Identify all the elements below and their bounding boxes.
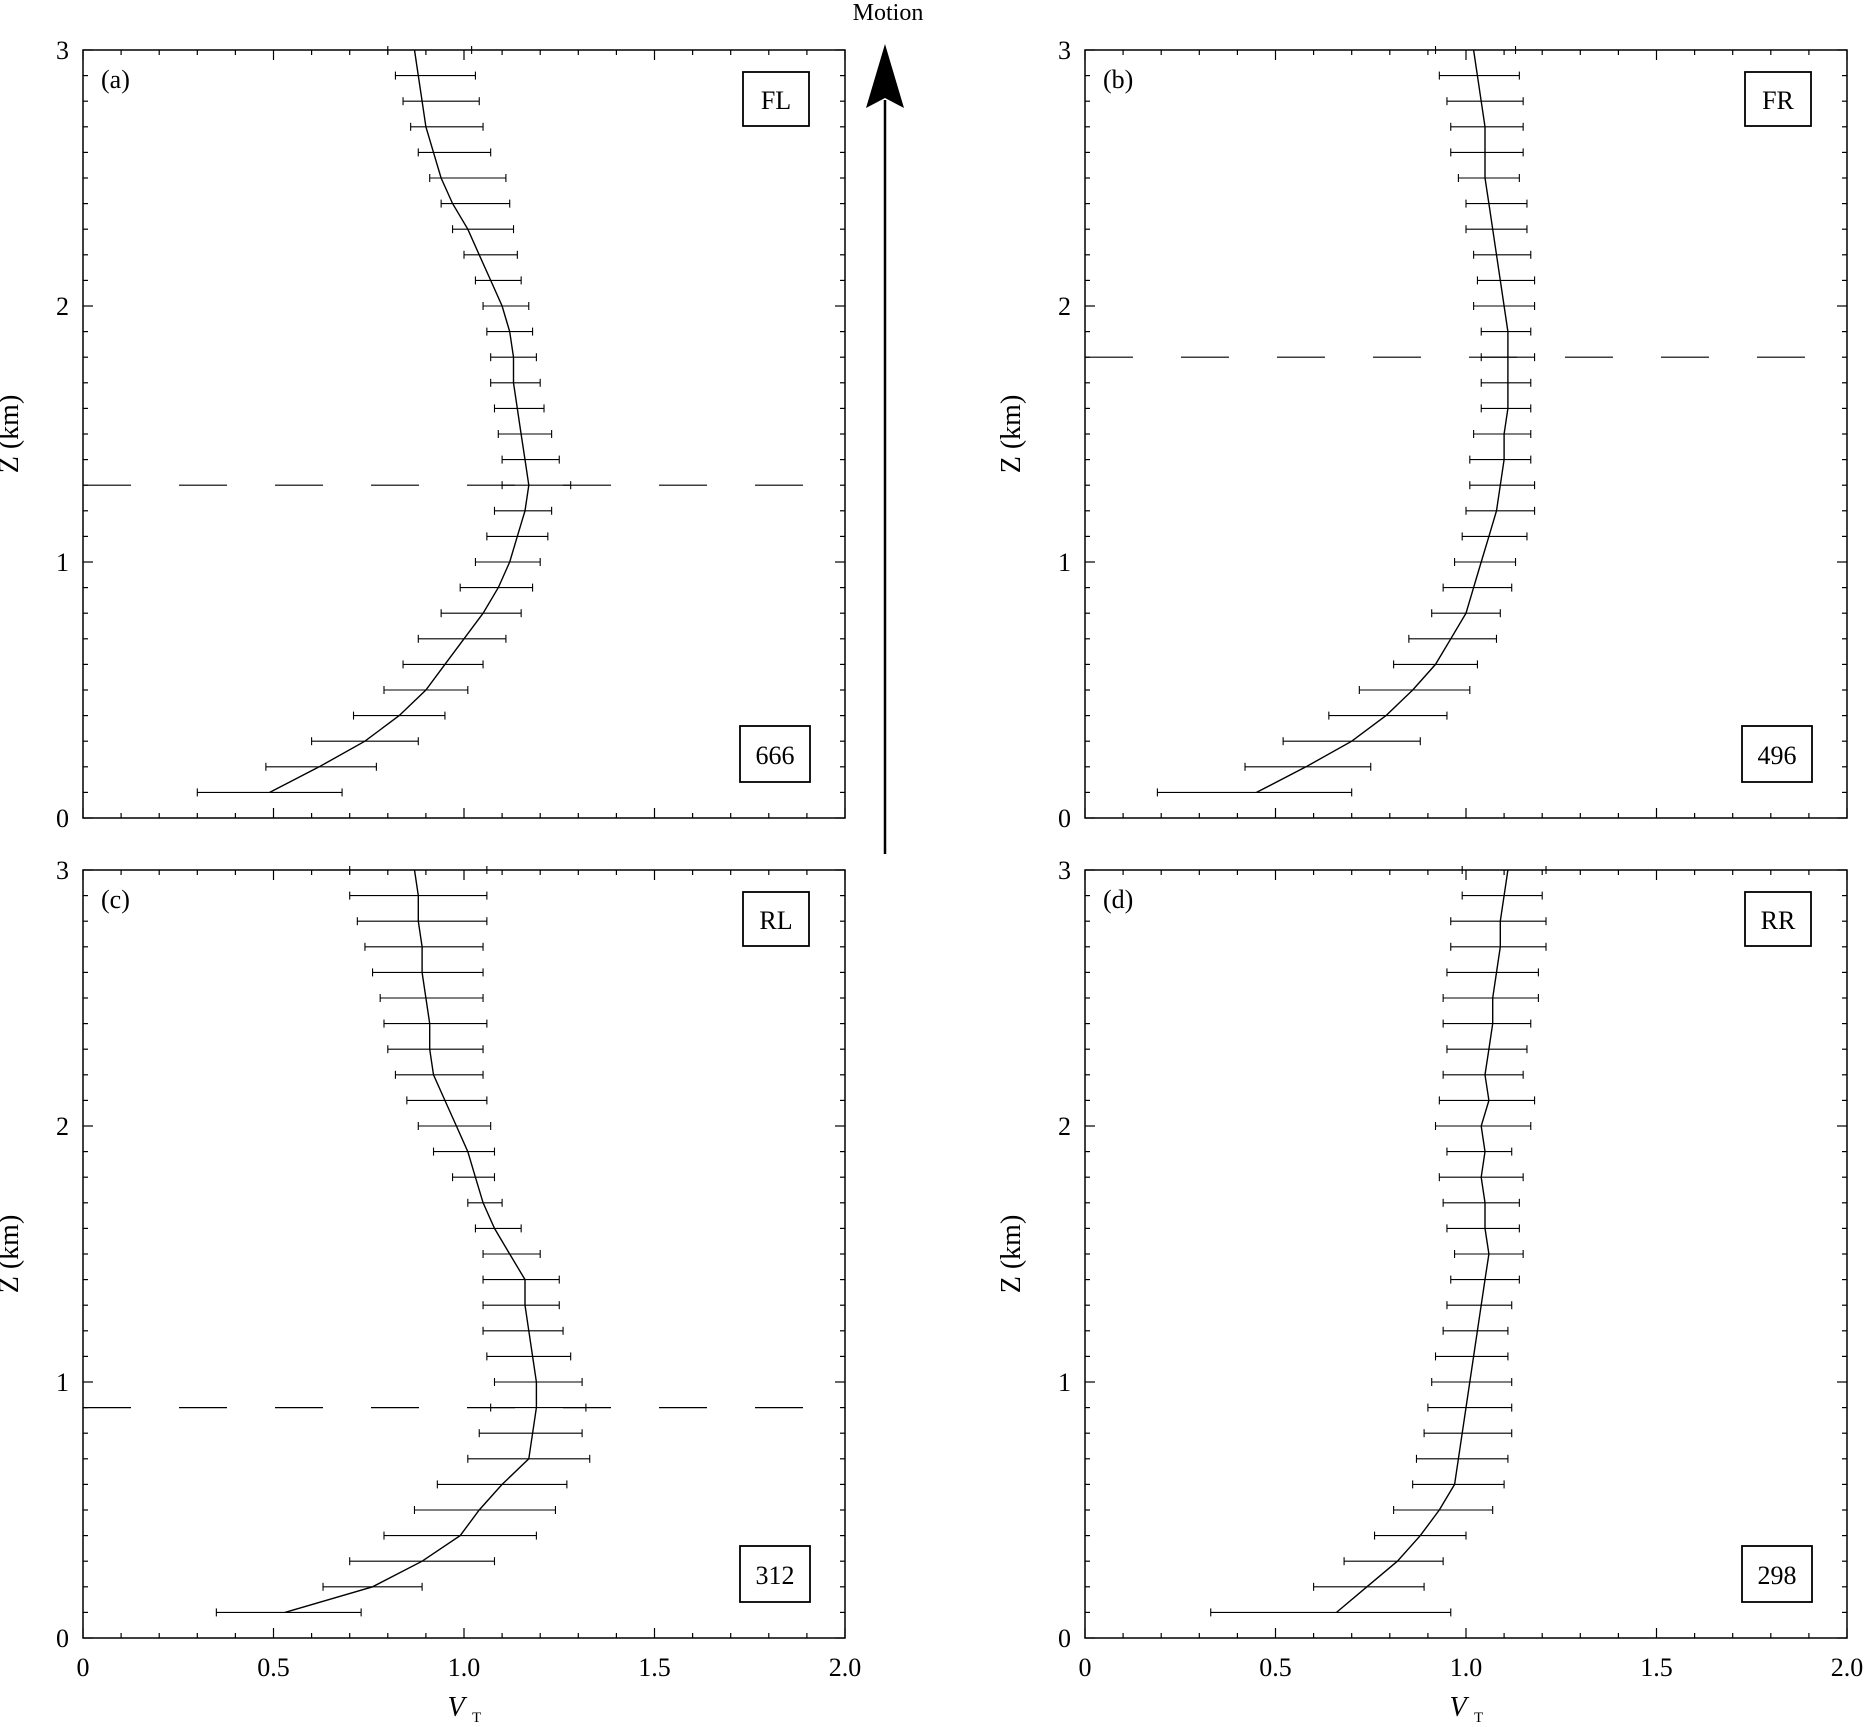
y-tick-label: 2 [56, 1112, 69, 1141]
y-tick-label: 2 [1058, 1112, 1071, 1141]
x-tick-label: 1.0 [1450, 1653, 1483, 1682]
y-axis-label: Z (km) [0, 1215, 25, 1294]
sample-count-label: 666 [756, 741, 795, 770]
panel-rl: 0 1 2 3 0 0.5 1.0 1.5 2.0 VT Z (km) (c) RL 312 [0, 856, 861, 1726]
sample-count-label: 298 [1758, 1561, 1797, 1590]
figure-header: Motion [853, 0, 924, 854]
x-axis-label: V [447, 1692, 467, 1723]
quadrant-label: RR [1761, 906, 1796, 935]
y-tick-label: 1 [56, 1368, 69, 1397]
plot-frame [82, 49, 846, 819]
quadrant-label: FL [761, 86, 791, 115]
sample-count-label: 312 [756, 1561, 795, 1590]
y-axis-label: Z (km) [996, 395, 1027, 474]
motion-arrow-head-icon [866, 44, 904, 108]
x-tick-label: 0 [77, 1653, 90, 1682]
sample-count-box [1741, 1545, 1813, 1603]
x-tick-label: 2.0 [1831, 1653, 1864, 1682]
x-tick-label: 0.5 [257, 1653, 290, 1682]
x-axis-label: V [1449, 1692, 1469, 1723]
vt-profile-line [1336, 869, 1509, 1613]
y-tick-label: 0 [1058, 1624, 1071, 1653]
x-tick-label: 2.0 [829, 1653, 862, 1682]
y-tick-label: 0 [56, 1624, 69, 1653]
x-tick-label: 0.5 [1259, 1653, 1292, 1682]
quadrant-label-box [742, 891, 810, 947]
y-axis-label: Z (km) [0, 395, 25, 474]
quadrant-label-box [742, 71, 810, 127]
y-tick-label: 0 [1058, 804, 1071, 833]
sample-count-box [739, 725, 811, 783]
x-tick-label: 1.5 [1640, 1653, 1673, 1682]
x-axis-label-subscript: T [1474, 1710, 1483, 1726]
quadrant-label: FR [1762, 86, 1794, 115]
vt-profile-line [1256, 49, 1509, 794]
panel-letter-label: (c) [101, 885, 130, 914]
quadrant-label-box [1744, 71, 1812, 127]
motion-label: Motion [853, 0, 924, 26]
y-tick-label: 2 [56, 292, 69, 321]
y-tick-label: 1 [56, 548, 69, 577]
panel-fl: 0 1 2 3 Z (km) (a) FL 666 [0, 36, 846, 833]
y-tick-label: 2 [1058, 292, 1071, 321]
sample-count-box [739, 1545, 811, 1603]
x-tick-label: 0 [1079, 1653, 1092, 1682]
panel-rr: 0 1 2 3 0 0.5 1.0 1.5 2.0 V T Z (km) (d) RR 298 [996, 856, 1863, 1726]
panel-letter-label: (b) [1103, 65, 1133, 94]
x-axis-label-subscript: T [472, 1710, 481, 1726]
sample-count-box [1741, 725, 1813, 783]
quadrant-label-box [1744, 891, 1812, 947]
sample-count-label: 496 [1758, 741, 1797, 770]
x-tick-label: 1.5 [638, 1653, 671, 1682]
plot-frame [1084, 49, 1848, 819]
panel-fr: 0 1 2 3 Z (km) (b) FR 496 [996, 36, 1848, 833]
y-tick-label: 1 [1058, 1368, 1071, 1397]
y-tick-label: 0 [56, 804, 69, 833]
panel-letter-label: (a) [101, 65, 130, 94]
quadrant-label: RL [759, 906, 792, 935]
plot-frame [82, 869, 846, 1639]
y-axis-label: Z (km) [996, 1215, 1027, 1294]
panel-letter-label: (d) [1103, 885, 1133, 914]
y-tick-label: 1 [1058, 548, 1071, 577]
vt-profile-line [284, 869, 538, 1614]
y-tick-label: 3 [1058, 36, 1071, 65]
x-tick-label: 1.0 [448, 1653, 481, 1682]
y-tick-label: 3 [56, 856, 69, 885]
vt-profile-line [269, 49, 530, 794]
y-tick-label: 3 [1058, 856, 1071, 885]
y-tick-label: 3 [56, 36, 69, 65]
panels-layer: 0 1 2 3 Z (km) (a) FL 666 0 1 2 3 Z (km) (b) FR 496 0 1 2 3… [0, 36, 1863, 1726]
